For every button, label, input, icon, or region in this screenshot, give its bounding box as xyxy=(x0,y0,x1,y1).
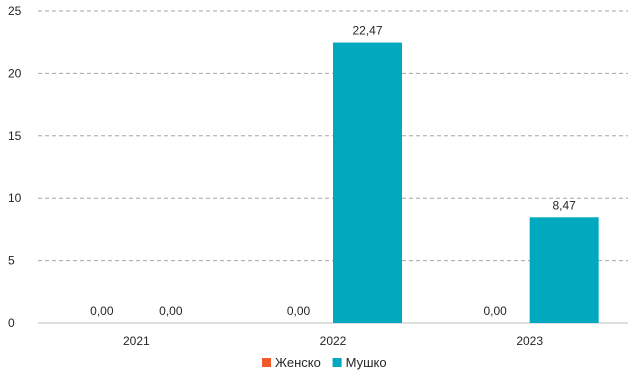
legend-label: Мушко xyxy=(346,355,387,370)
data-label: 0,00 xyxy=(483,304,507,318)
data-label: 0,00 xyxy=(287,304,311,318)
y-tick-label: 5 xyxy=(8,254,15,268)
legend: Женско Мушко xyxy=(262,355,387,370)
legend-swatch xyxy=(332,358,342,367)
data-label: 22,47 xyxy=(352,24,382,38)
y-tick-label: 25 xyxy=(8,4,22,18)
y-tick-label: 15 xyxy=(8,129,22,143)
x-axis: 2021 2022 2023 xyxy=(123,334,543,348)
bars: 0,00 0,00 0,00 22,47 0,00 8,47 xyxy=(90,24,599,323)
x-tick-label: 2022 xyxy=(320,334,347,348)
bar-Мушко-2023 xyxy=(529,217,599,323)
legend-swatch xyxy=(262,358,271,367)
y-axis: 0 5 10 15 20 25 xyxy=(8,4,22,330)
x-tick-label: 2023 xyxy=(516,334,543,348)
data-label: 0,00 xyxy=(159,304,183,318)
y-tick-label: 20 xyxy=(8,66,22,80)
x-tick-label: 2021 xyxy=(123,334,150,348)
legend-label: Женско xyxy=(275,355,321,370)
y-tick-label: 0 xyxy=(8,316,15,330)
data-label: 8,47 xyxy=(552,198,576,212)
data-label: 0,00 xyxy=(90,304,114,318)
bar-Мушко-2022 xyxy=(333,42,402,323)
y-tick-label: 10 xyxy=(8,191,22,205)
